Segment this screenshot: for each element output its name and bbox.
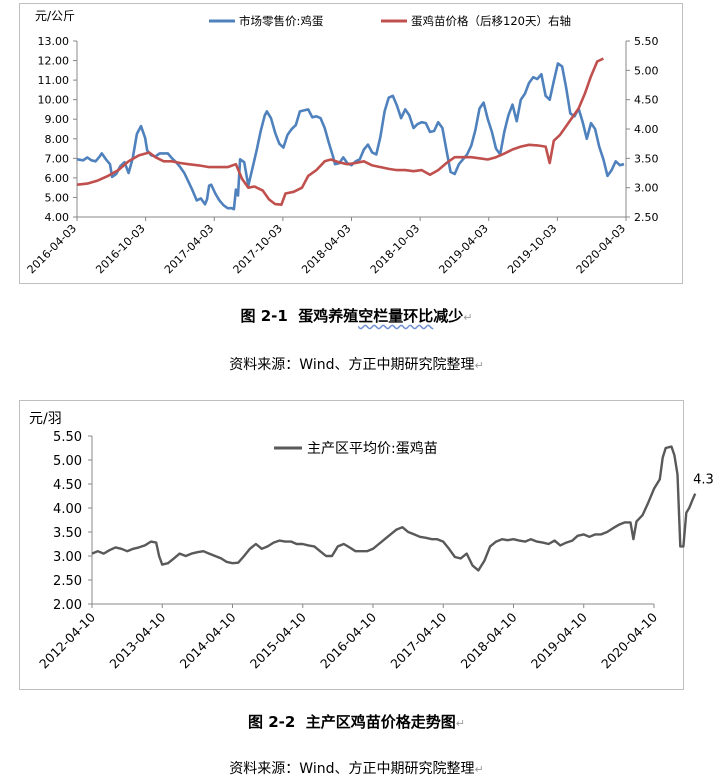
right-tick-label: 4.50 <box>634 94 659 107</box>
legend-label: 市场零售价:鸡蛋 <box>239 14 324 28</box>
chart-1-svg: 元/公斤 4.00 5.00 6.00 7.00 8.00 9.00 10.00 11.00 12… <box>25 9 659 276</box>
paragraph-mark: ↵ <box>455 717 465 730</box>
left-tick-label: 7.00 <box>45 152 70 165</box>
chart-2-svg: 元/羽 2.00 2.50 3.00 3.50 4.00 4.50 5.00 5.50 2012-… <box>29 411 713 671</box>
paragraph-mark: ↵ <box>463 311 473 324</box>
paragraph-mark: ↵ <box>474 359 484 372</box>
x-tick-label: 2016-04-03 <box>25 222 79 276</box>
y-tick-label: 4.00 <box>53 502 82 517</box>
x-tick-label: 2017-04-03 <box>162 222 216 276</box>
left-tick-label: 12.00 <box>38 55 70 68</box>
x-tick-label: 2019-10-03 <box>505 222 559 276</box>
left-tick-label: 10.00 <box>38 94 70 107</box>
series-chick-price-line <box>76 57 604 206</box>
last-value-label: 4.30 <box>693 473 713 488</box>
figure-1-caption: 图 2-1 蛋鸡养殖空栏量环比减少↵ <box>0 305 713 326</box>
x-tick-label: 2017-04-10 <box>387 609 449 671</box>
left-tick-label: 8.00 <box>45 133 70 146</box>
y-tick-label: 3.50 <box>53 526 82 541</box>
figure-1-title-end: 减少 <box>433 307 464 325</box>
y-tick-label: 3.00 <box>53 550 82 565</box>
x-tick-label: 2016-04-10 <box>317 609 379 671</box>
figure-1-number: 图 2-1 <box>240 307 288 325</box>
figure-1-title-underlined: 空栏量环比 <box>358 307 434 325</box>
figure-2-source: 资料来源：Wind、方正中期研究院整理↵ <box>0 758 713 778</box>
x-tick-label: 2016-10-03 <box>93 222 147 276</box>
x-tick-label: 2012-04-10 <box>36 609 98 671</box>
y-unit-label: 元/公斤 <box>35 9 75 23</box>
figure-2-title: 主产区鸡苗价格走势图 <box>305 713 456 731</box>
x-tick-label: 2015-04-10 <box>247 609 309 671</box>
x-tick-label: 2014-04-10 <box>177 609 239 671</box>
legend-label: 主产区平均价:蛋鸡苗 <box>307 440 438 457</box>
right-tick-label: 5.00 <box>634 64 659 77</box>
y-tick-label: 5.00 <box>53 454 82 469</box>
y-tick-label: 2.50 <box>53 574 82 589</box>
right-tick-label: 3.00 <box>634 182 659 195</box>
figure-1-source-text: 资料来源：Wind、方正中期研究院整理 <box>229 357 475 373</box>
chart-2-frame: 元/羽 2.00 2.50 3.00 3.50 4.00 4.50 5.00 5.50 2012-… <box>19 400 713 690</box>
left-tick-label: 11.00 <box>38 74 70 87</box>
y-tick-label: 4.50 <box>53 478 82 493</box>
right-tick-label: 3.50 <box>634 152 659 165</box>
y-tick-label: 5.50 <box>53 430 82 445</box>
x-tick-label: 2018-10-03 <box>368 222 422 276</box>
right-tick-label: 4.00 <box>634 123 659 136</box>
paragraph-mark: ↵ <box>474 763 484 776</box>
legend-label: 蛋鸡苗价格（后移120天）右轴 <box>411 14 571 28</box>
x-tick-label: 2017-10-03 <box>231 222 285 276</box>
figure-2-number: 图 2-2 <box>247 713 296 731</box>
x-tick-label: 2020-04-10 <box>598 609 660 671</box>
left-tick-label: 13.00 <box>38 35 70 48</box>
series-chick-price-line <box>91 445 697 572</box>
x-tick-label: 2019-04-03 <box>436 222 490 276</box>
figure-2-source-text: 资料来源：Wind、方正中期研究院整理 <box>229 761 475 777</box>
y-tick-label: 2.00 <box>53 598 82 613</box>
right-tick-label: 2.50 <box>634 211 659 224</box>
figure-1-source: 资料来源：Wind、方正中期研究院整理↵ <box>0 354 713 374</box>
left-tick-label: 5.00 <box>45 191 70 204</box>
left-tick-label: 9.00 <box>45 113 70 126</box>
x-tick-label: 2018-04-10 <box>458 609 520 671</box>
x-tick-label: 2020-04-03 <box>574 222 628 276</box>
left-tick-label: 4.00 <box>45 211 70 224</box>
x-tick-label: 2019-04-10 <box>528 609 590 671</box>
chart-1-frame: 元/公斤 4.00 5.00 6.00 7.00 8.00 9.00 10.00 11.00 12… <box>19 3 683 284</box>
x-tick-label: 2018-04-03 <box>299 222 353 276</box>
figure-2-caption: 图 2-2 主产区鸡苗价格走势图↵ <box>0 711 713 732</box>
x-tick-label: 2013-04-10 <box>106 609 168 671</box>
series-egg-retail-price-line <box>76 62 625 211</box>
figure-1-title-start: 蛋鸡养殖 <box>298 307 359 325</box>
left-tick-label: 6.00 <box>45 172 70 185</box>
right-tick-label: 5.50 <box>634 35 659 48</box>
y-unit-label: 元/羽 <box>29 411 62 427</box>
